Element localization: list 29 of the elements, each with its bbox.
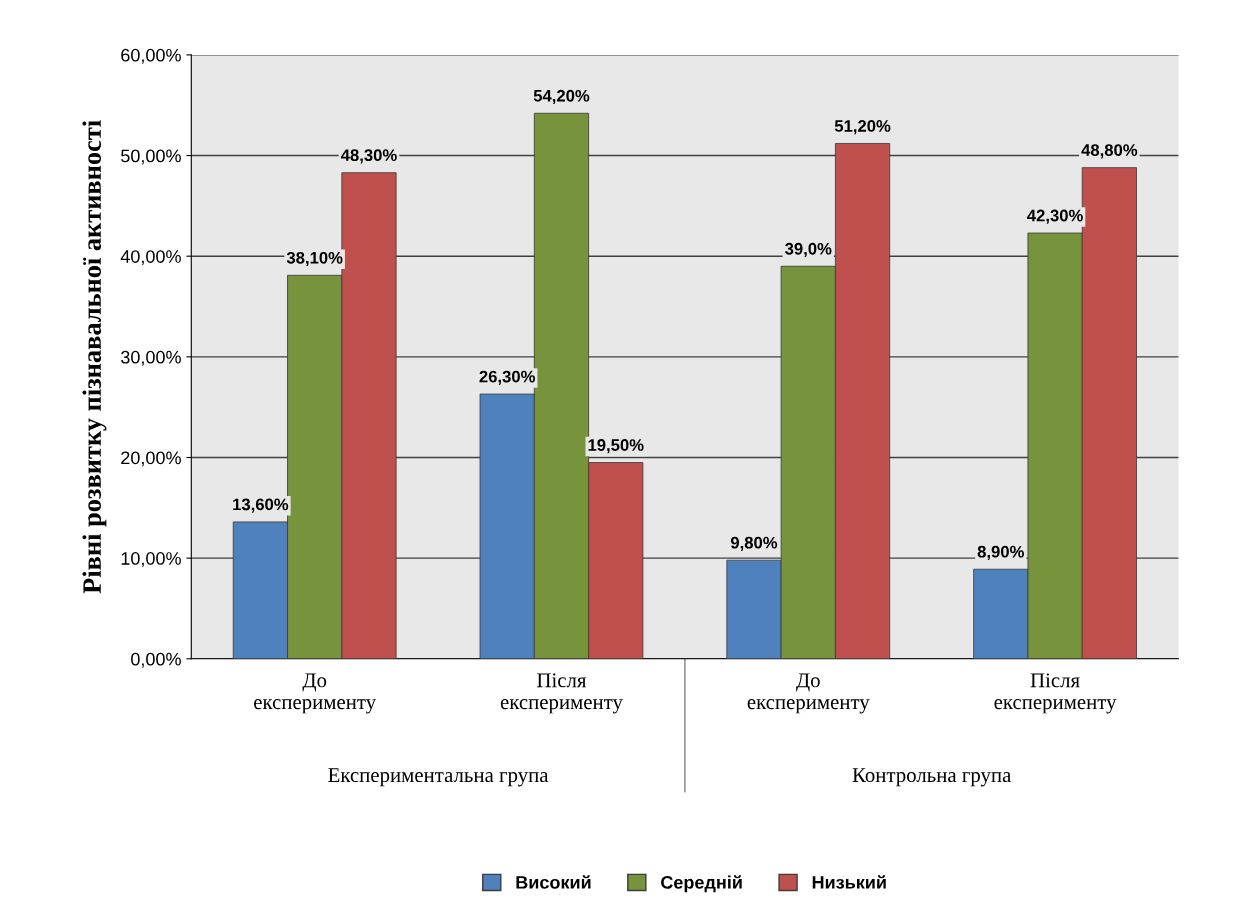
- data-label: 51,20%: [834, 120, 891, 135]
- data-label: 26,30%: [479, 370, 535, 385]
- data-label: 8,90%: [977, 545, 1024, 561]
- data-label: 19,50%: [588, 439, 644, 454]
- x-tick-label: Після експерименту: [994, 673, 1117, 714]
- y-tick-label: 50,00%: [121, 149, 181, 165]
- y-axis-title: Рівні розвитку пізнавальної активності: [82, 120, 107, 594]
- x-tick-label: До експерименту: [254, 673, 377, 714]
- legend-label: Низький: [812, 875, 886, 889]
- legend-label: Середній: [661, 875, 742, 893]
- data-label: 48,30%: [340, 149, 397, 164]
- data-label: 9,80%: [730, 536, 778, 551]
- data-label: 48,80%: [1081, 144, 1138, 159]
- y-tick-label: 0,00%: [131, 652, 181, 668]
- y-tick-label: 30,00%: [121, 350, 181, 366]
- x-tick-label: Після експерименту: [500, 673, 623, 714]
- x-tick-label: До експерименту: [747, 673, 870, 714]
- y-tick-label: 40,00%: [120, 250, 181, 266]
- y-tick-label: 20,00%: [121, 451, 181, 467]
- data-label: 54,20%: [533, 89, 590, 105]
- text: Контрольна група: [852, 768, 1012, 787]
- legend-label: Високий: [516, 875, 591, 889]
- y-tick-label: 10,00%: [121, 552, 181, 567]
- y-tick-label: 60,00%: [121, 48, 181, 64]
- data-label: 13,60%: [233, 498, 289, 513]
- data-label: 42,30%: [1027, 209, 1083, 224]
- data-label: 38,10%: [286, 251, 343, 267]
- text: Експериментальна група: [328, 768, 549, 787]
- data-label: 39,0%: [785, 242, 832, 258]
